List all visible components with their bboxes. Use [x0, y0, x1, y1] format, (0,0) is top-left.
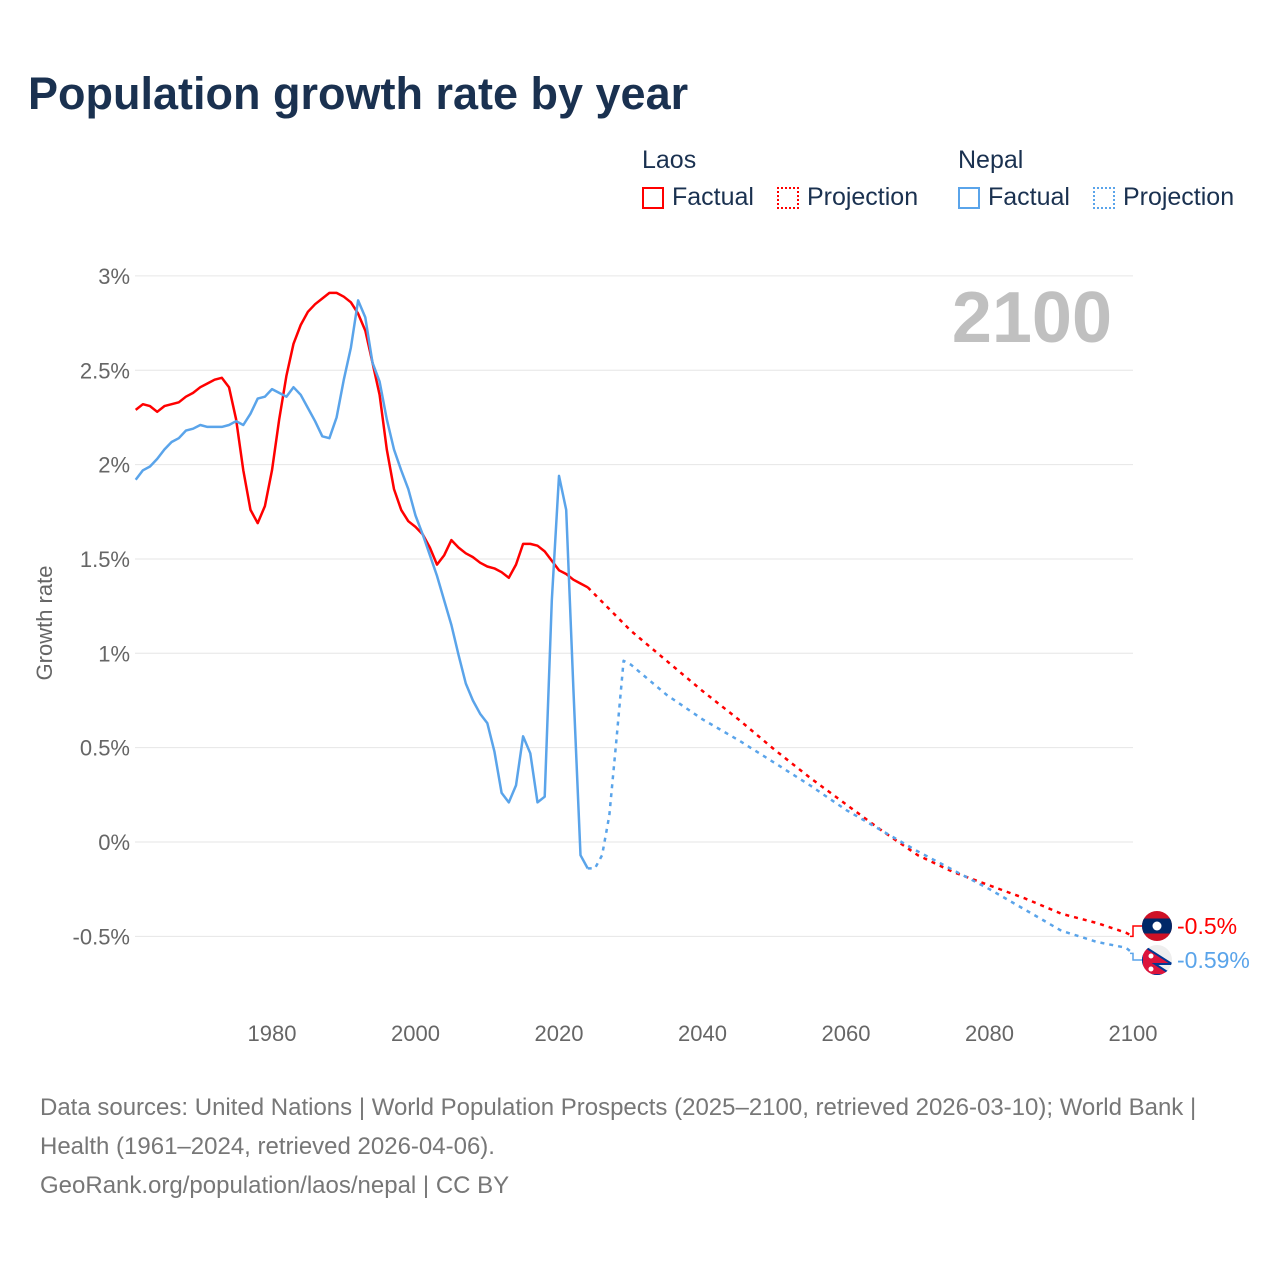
footer: Data sources: United Nations | World Pop…	[40, 1088, 1240, 1205]
x-tick-label: 2040	[678, 1021, 727, 1046]
y-tick-label: 0%	[98, 830, 130, 855]
laos-factual-line	[134, 291, 589, 589]
flag-sun	[1148, 966, 1154, 972]
legend-label: Projection	[806, 183, 919, 211]
chart-title: Population growth rate by year	[28, 68, 689, 119]
flag-body	[1142, 945, 1172, 975]
x-tick-label: 2080	[965, 1021, 1014, 1046]
y-tick-label: 0.5%	[80, 736, 130, 761]
nepal-factual-line	[134, 299, 589, 869]
end-value-label: -0.5%	[1177, 913, 1237, 939]
legend-laos-projection[interactable]: Projection	[776, 183, 919, 212]
end-value-label: -0.59%	[1177, 947, 1250, 973]
x-tick-label: 2060	[822, 1021, 871, 1046]
label-connector	[1130, 952, 1142, 961]
data-sources: Data sources: United Nations | World Pop…	[40, 1094, 1197, 1160]
label-connector	[1130, 925, 1142, 938]
flag-moon	[1148, 953, 1154, 959]
y-tick-label: -0.5%	[73, 924, 130, 949]
laos-projection-line	[586, 586, 1134, 938]
legend-nepal-factual[interactable]: Factual	[958, 183, 1070, 212]
legend-label: Projection	[1122, 183, 1235, 211]
dotted-swatch-icon	[1092, 186, 1115, 209]
x-tick-label: 2000	[391, 1021, 440, 1046]
solid-swatch-icon	[958, 186, 980, 209]
flag-moon	[1152, 921, 1162, 931]
x-tick-label: 1980	[248, 1021, 297, 1046]
solid-swatch-icon	[642, 186, 664, 209]
nepal-flag-icon	[1142, 945, 1172, 975]
legend-group-name: Laos	[642, 146, 697, 174]
legend-nepal-projection[interactable]: Projection	[1092, 183, 1235, 212]
credit: GeoRank.org/population/laos/nepal | CC B…	[40, 1172, 510, 1199]
laos-flag-icon	[1142, 911, 1172, 941]
y-tick-label: 2%	[98, 453, 130, 478]
year-label: 2100	[952, 278, 1112, 358]
legend-group-name: Nepal	[958, 146, 1024, 174]
legend-label: Factual	[988, 183, 1070, 211]
y-tick-label: 1%	[98, 641, 130, 666]
legend-label: Factual	[672, 183, 754, 211]
y-tick-label: 3%	[98, 264, 130, 289]
legend-laos-factual[interactable]: Factual	[642, 183, 754, 212]
y-tick-label: 2.5%	[80, 358, 130, 383]
legend-nepal: Nepal Factual Projection	[958, 146, 1250, 216]
x-tick-label: 2020	[535, 1021, 584, 1046]
legend-laos: Laos Factual Projection	[642, 146, 934, 216]
flag-body	[1142, 911, 1172, 941]
x-tick-label: 2100	[1109, 1021, 1158, 1046]
dotted-swatch-icon	[776, 186, 799, 209]
y-tick-label: 1.5%	[80, 547, 130, 572]
nepal-projection-line	[587, 659, 1134, 955]
